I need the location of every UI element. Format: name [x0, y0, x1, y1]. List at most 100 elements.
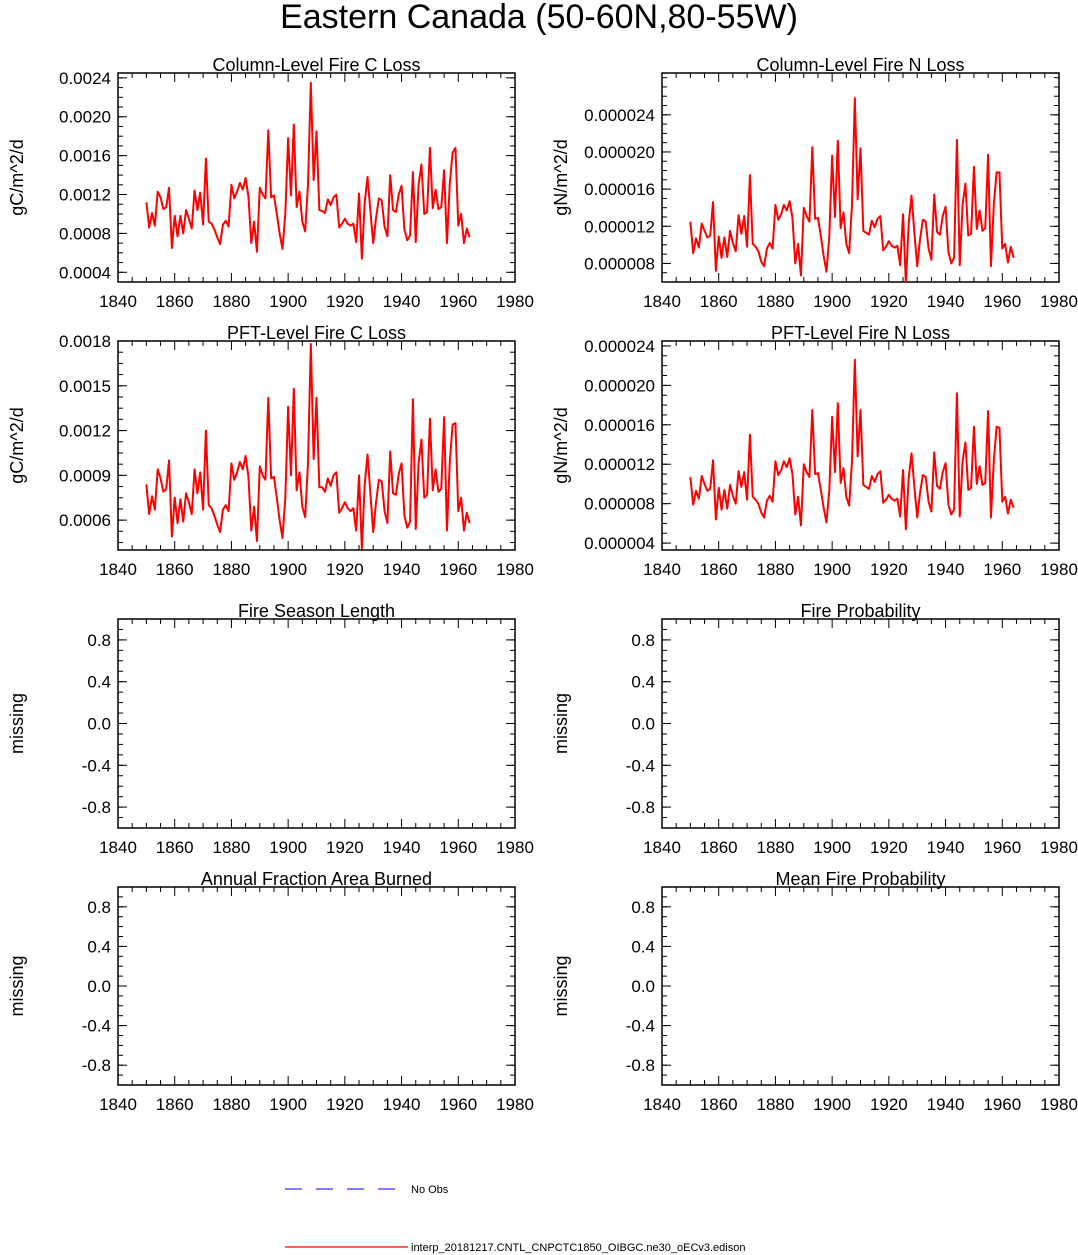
y-tick-label: 0.000012 [584, 455, 655, 474]
x-tick-label: 1860 [700, 560, 738, 579]
y-axis-label: gN/m^2/d [551, 139, 571, 215]
panel-7: Annual Fraction Area Burned missing 1840 18… [7, 869, 534, 1114]
panel-5: Fire Season Length missing 1840 1860 1880 190… [7, 601, 534, 857]
x-tick-label: 1980 [496, 1095, 534, 1114]
panel-title: Column-Level Fire C Loss [212, 55, 420, 75]
y-tick-label: 0.8 [631, 631, 655, 650]
x-tick-label: 1860 [156, 560, 194, 579]
x-tick-label: 1880 [757, 1095, 795, 1114]
y-tick-label: 0.0 [87, 715, 111, 734]
panel-title: Column-Level Fire N Loss [756, 55, 964, 75]
x-tick-label: 1980 [1040, 1095, 1078, 1114]
plot-frame [117, 618, 516, 829]
x-tick-label: 1880 [213, 292, 251, 311]
x-tick-label: 1880 [213, 1095, 251, 1114]
y-tick-label: -0.8 [626, 1056, 655, 1075]
x-tick-label: 1920 [870, 292, 908, 311]
x-tick-label: 1900 [269, 1095, 307, 1114]
x-tick-label: 1920 [326, 838, 364, 857]
x-tick-label: 1960 [983, 560, 1021, 579]
x-tick-label: 1860 [700, 1095, 738, 1114]
legend: No Obs interp_20181217.CNTL_CNPCTC1850_O… [285, 1184, 745, 1254]
x-tick-label: 1980 [496, 560, 534, 579]
plot-frame [661, 618, 1060, 829]
x-tick-label: 1980 [1040, 838, 1078, 857]
y-tick-label: 0.0 [87, 977, 111, 996]
x-tick-label: 1840 [99, 292, 137, 311]
y-tick-label: 0.8 [87, 631, 111, 650]
y-axis-label: gC/m^2/d [7, 407, 27, 483]
x-tick-label: 1980 [496, 292, 534, 311]
x-tick-label: 1900 [813, 838, 851, 857]
panel-8: Mean Fire Probability missing 1840 1860 1880… [551, 869, 1078, 1114]
x-tick-label: 1860 [700, 292, 738, 311]
x-tick-label: 1960 [983, 292, 1021, 311]
panel-title: Fire Season Length [238, 601, 395, 621]
x-tick-label: 1960 [439, 292, 477, 311]
panel-title: Fire Probability [800, 601, 920, 621]
x-tick-label: 1840 [99, 560, 137, 579]
y-tick-label: 0.4 [631, 937, 655, 956]
panel-title: Annual Fraction Area Burned [201, 869, 432, 889]
y-tick-label: 0.0004 [59, 263, 111, 282]
y-tick-label: 0.4 [631, 673, 655, 692]
x-tick-label: 1920 [870, 838, 908, 857]
x-tick-label: 1920 [870, 1095, 908, 1114]
y-tick-label: 0.0016 [59, 147, 111, 166]
y-tick-label: 0.0008 [59, 224, 111, 243]
y-tick-label: 0.0012 [59, 422, 111, 441]
x-tick-label: 1920 [326, 1095, 364, 1114]
figure-title: Eastern Canada (50-60N,80-55W) [280, 0, 798, 36]
y-axis-label: missing [551, 693, 571, 754]
x-tick-label: 1940 [927, 838, 965, 857]
x-tick-label: 1960 [439, 1095, 477, 1114]
panel-1: Column-Level Fire C Loss gC/m^2/d 1840 1860… [7, 55, 534, 311]
panel-title: Mean Fire Probability [775, 869, 945, 889]
y-tick-label: -0.4 [626, 1017, 655, 1036]
y-tick-label: 0.000020 [584, 143, 655, 162]
y-tick-label: 0.0 [631, 715, 655, 734]
x-tick-label: 1940 [927, 1095, 965, 1114]
x-tick-label: 1860 [156, 292, 194, 311]
y-tick-label: 0.0018 [59, 332, 111, 351]
y-tick-label: -0.4 [82, 756, 111, 775]
x-tick-label: 1880 [213, 838, 251, 857]
x-tick-label: 1920 [326, 292, 364, 311]
x-tick-label: 1900 [813, 560, 851, 579]
x-tick-label: 1840 [643, 292, 681, 311]
x-tick-label: 1980 [1040, 560, 1078, 579]
y-tick-label: 0.4 [87, 673, 111, 692]
y-tick-label: -0.8 [626, 798, 655, 817]
y-tick-label: -0.8 [82, 798, 111, 817]
panel-3: PFT-Level Fire C Loss gC/m^2/d 1840 1860 188… [7, 323, 534, 579]
y-tick-label: 0.000024 [584, 337, 655, 356]
series-line-model [145, 81, 471, 260]
y-tick-label: 0.000012 [584, 217, 655, 236]
x-tick-label: 1960 [439, 560, 477, 579]
y-tick-label: 0.0009 [59, 466, 111, 485]
panel-title: PFT-Level Fire N Loss [771, 323, 950, 343]
x-tick-label: 1940 [383, 1095, 421, 1114]
x-tick-label: 1940 [383, 560, 421, 579]
plot-frame [661, 886, 1060, 1086]
y-tick-label: 0.0015 [59, 377, 111, 396]
y-tick-label: 0.0 [631, 977, 655, 996]
series-line-model [145, 342, 471, 550]
x-tick-label: 1840 [643, 838, 681, 857]
y-tick-label: 0.000008 [584, 254, 655, 273]
x-tick-label: 1900 [269, 838, 307, 857]
y-tick-label: 0.000004 [584, 534, 655, 553]
y-tick-label: 0.0020 [59, 108, 111, 127]
x-tick-label: 1840 [643, 560, 681, 579]
y-axis-label: gC/m^2/d [7, 139, 27, 215]
x-tick-label: 1920 [326, 560, 364, 579]
panel-4: PFT-Level Fire N Loss gN/m^2/d 1840 1860 188… [551, 323, 1078, 579]
panel-2: Column-Level Fire N Loss gN/m^2/d 1840 1860… [551, 55, 1078, 311]
y-tick-label: 0.8 [87, 898, 111, 917]
x-tick-label: 1840 [99, 1095, 137, 1114]
x-tick-label: 1960 [439, 838, 477, 857]
legend-obs-label: No Obs [411, 1184, 449, 1196]
y-tick-label: -0.4 [626, 756, 655, 775]
x-tick-label: 1940 [383, 292, 421, 311]
